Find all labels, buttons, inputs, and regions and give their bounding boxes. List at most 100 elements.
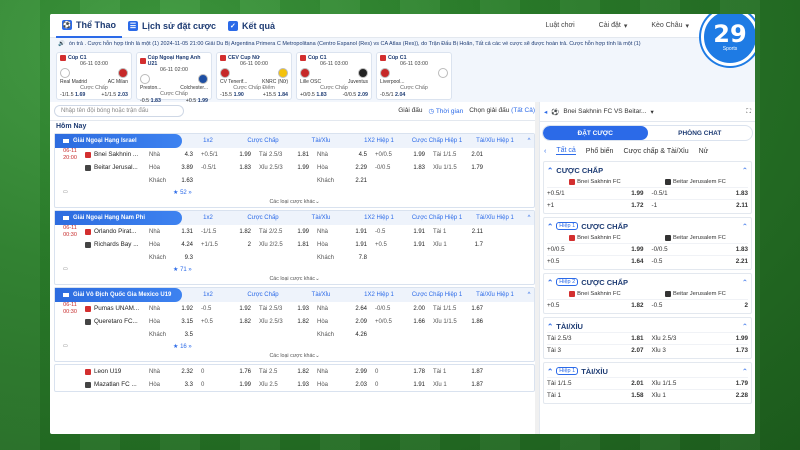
odds-away[interactable]: +1/1.5 2.03 bbox=[101, 92, 128, 98]
market-title[interactable]: ⌃ Hiệp 1 CƯỢC CHẤP ⌃ bbox=[547, 221, 748, 231]
odds-away[interactable]: +0.5 1.99 bbox=[185, 98, 208, 102]
odds-home[interactable]: -0.5 1.83 bbox=[140, 98, 161, 102]
odds-cell[interactable]: Tài 2.5/3 1.93 bbox=[259, 305, 309, 312]
nav-tab-results[interactable]: ✓ Kết quả bbox=[222, 14, 281, 38]
chevron-left-icon[interactable]: ‹ bbox=[544, 147, 547, 155]
odds-home[interactable]: -0.5/1 2.04 bbox=[380, 92, 406, 98]
market-title[interactable]: ⌃ Hiệp 2 CƯỢC CHẤP ⌃ bbox=[547, 277, 748, 287]
scrollbar[interactable] bbox=[535, 102, 539, 434]
odds-cell[interactable]: Xỉu 2.5 1.93 bbox=[259, 381, 309, 388]
odds-home[interactable]: Tài 1 1.58 bbox=[547, 392, 644, 399]
featured-match-card[interactable]: Cúp C1 06-11 03:00 Liverpool... Cược Chấ… bbox=[376, 52, 452, 100]
odds-away[interactable]: Xỉu 1/1.5 1.79 bbox=[651, 380, 748, 387]
odds-cell[interactable]: +0.5 1.82 bbox=[201, 318, 251, 325]
odds-cell[interactable]: Hòa 2.09 bbox=[317, 318, 367, 325]
featured-match-card[interactable]: Cúp C1 06-11 03:00 Real Madrid AC Milan C… bbox=[56, 52, 132, 100]
odds-home[interactable]: +0.5 1.82 bbox=[547, 302, 644, 309]
odds-cell[interactable]: -0.5/1 1.83 bbox=[201, 164, 251, 171]
nav-tab-sports[interactable]: ⚽ Thể Thao bbox=[56, 14, 122, 38]
odds-cell[interactable]: Tài 1/1.5 2.01 bbox=[433, 151, 483, 158]
settings-menu[interactable]: Cài đặt ▾ bbox=[598, 22, 628, 30]
odds-cell[interactable]: +0.5/1 1.99 bbox=[201, 151, 251, 158]
odds-cell[interactable]: Nhà 1.91 bbox=[317, 228, 367, 235]
odds-away[interactable]: Xỉu 1 2.28 bbox=[651, 392, 748, 399]
odds-cell[interactable]: Nhà 4.3 bbox=[149, 151, 193, 158]
odds-cell[interactable]: Tài 2.5/3 1.81 bbox=[259, 151, 309, 158]
odds-cell[interactable]: Xỉu 1 1.87 bbox=[433, 381, 483, 388]
favorite-star-icon[interactable]: ★ bbox=[173, 343, 179, 350]
odds-home[interactable]: -15.5 1.90 bbox=[220, 92, 244, 98]
more-bets-link[interactable]: Các loại cược khác ⌄ bbox=[269, 199, 320, 205]
market-title[interactable]: ⌃ CƯỢC CHẤP ⌃ bbox=[547, 165, 748, 175]
filter-league[interactable]: Giải đấu bbox=[398, 107, 423, 114]
subtab-popular[interactable]: Phổ biến bbox=[585, 147, 614, 155]
odds-home[interactable]: +1 1.72 bbox=[547, 202, 644, 209]
subtab-handicap-ou[interactable]: Cược chấp & Tài/Xỉu bbox=[623, 147, 689, 155]
odds-cell[interactable]: Xỉu 2.5/3 1.99 bbox=[259, 164, 309, 171]
odds-cell[interactable]: Tài 2/2.5 1.99 bbox=[259, 228, 309, 235]
collapse-icon[interactable]: ^ bbox=[527, 138, 531, 144]
filter-pick-league[interactable]: Chọn giải đấu (Tất Cả) bbox=[469, 107, 535, 114]
odds-away[interactable]: +15.5 1.84 bbox=[262, 92, 288, 98]
odds-cell[interactable]: +0/0.5 1.66 bbox=[375, 318, 425, 325]
odds-cell[interactable]: Xỉu 2.5/3 1.82 bbox=[259, 318, 309, 325]
filter-time[interactable]: ◷ Thời gian bbox=[428, 108, 464, 115]
odds-cell[interactable]: Tài 1 1.87 bbox=[433, 368, 483, 375]
odds-away[interactable]: Xỉu 3 1.73 bbox=[651, 347, 748, 354]
odds-cell[interactable]: 0 1.99 bbox=[201, 381, 251, 388]
odds-cell[interactable]: Nhà 1.31 bbox=[149, 228, 193, 235]
odds-home[interactable]: Tài 3 2.07 bbox=[547, 347, 644, 354]
featured-match-card[interactable]: Cúp Ngoại Hạng Anh U21 06-11 02:00 Prest… bbox=[136, 52, 212, 102]
more-bets-link[interactable]: Các loại cược khác ⌄ bbox=[269, 276, 320, 282]
odds-cell[interactable]: Nhà 2.99 bbox=[317, 368, 367, 375]
odds-cell[interactable]: Hòa 3.15 bbox=[149, 318, 193, 325]
odds-away[interactable]: -0.5/1 1.83 bbox=[651, 190, 748, 197]
tab-chat-room[interactable]: PHÒNG CHAT bbox=[678, 129, 722, 137]
odds-away[interactable]: -0/0.5 1.83 bbox=[651, 246, 748, 253]
odds-cell[interactable]: Khách 2.21 bbox=[317, 177, 367, 184]
odds-cell[interactable]: -0.5 1.92 bbox=[201, 305, 251, 312]
odds-away[interactable]: -0/0.5 2.09 bbox=[342, 92, 368, 98]
odds-cell[interactable]: 0 1.78 bbox=[375, 368, 425, 375]
subtab-half[interactable]: Nử bbox=[698, 147, 709, 155]
market-title[interactable]: ⌃ TÀI/XỈU ⌃ bbox=[547, 321, 748, 331]
odds-cell[interactable]: Tài 1/1.5 1.67 bbox=[433, 305, 483, 312]
featured-match-card[interactable]: CEV Cup Nữ 06-11 00:00 CV Tenerif... KNRC… bbox=[216, 52, 292, 100]
match-selector[interactable]: ⚽ Bnei Sakhnin FC VS Beitar... ▾ bbox=[551, 108, 654, 116]
odds-cell[interactable]: Xỉu 1 1.7 bbox=[433, 241, 483, 248]
odds-cell[interactable]: Khách 7.8 bbox=[317, 254, 367, 261]
odds-cell[interactable]: Tài 1 2.11 bbox=[433, 228, 483, 235]
odds-cell[interactable]: Hòa 4.24 bbox=[149, 241, 193, 248]
odds-cell[interactable]: +0.5 1.91 bbox=[375, 241, 425, 248]
market-title[interactable]: ⌃ Hiệp 1 TÀI/XỈU ⌃ bbox=[547, 366, 748, 376]
collapse-icon[interactable]: ^ bbox=[527, 215, 531, 221]
search-input[interactable]: Nhập tên đội bóng hoặc trận đấu bbox=[54, 105, 184, 117]
tab-place-bet[interactable]: ĐẶT CƯỢC bbox=[543, 126, 648, 140]
odds-cell[interactable]: Xỉu 2/2.5 1.81 bbox=[259, 241, 309, 248]
odds-cell[interactable]: Hòa 1.91 bbox=[317, 241, 367, 248]
odds-home[interactable]: Tài 1/1.5 2.01 bbox=[547, 380, 644, 387]
more-bets-link[interactable]: Các loại cược khác ⌄ bbox=[269, 353, 320, 359]
odds-cell[interactable]: Hòa 2.29 bbox=[317, 164, 367, 171]
odds-cell[interactable]: -1/1.5 1.82 bbox=[201, 228, 251, 235]
favorite-star-icon[interactable]: ★ bbox=[173, 266, 179, 273]
odds-cell[interactable]: 0 1.76 bbox=[201, 368, 251, 375]
odds-cell[interactable]: Khách 9.3 bbox=[149, 254, 193, 261]
odds-cell[interactable]: Nhà 1.92 bbox=[149, 305, 193, 312]
odds-cell[interactable]: 0 1.91 bbox=[375, 381, 425, 388]
fullscreen-icon[interactable]: ⛶ bbox=[746, 107, 751, 115]
league-header[interactable]: Giải Vô Địch Quốc Gia Mexico U19 bbox=[55, 288, 182, 302]
odds-cell[interactable]: Khách 3.5 bbox=[149, 331, 193, 338]
odds-home[interactable]: Tài 2.5/3 1.81 bbox=[547, 335, 644, 342]
collapse-icon[interactable]: ^ bbox=[527, 292, 531, 298]
odds-cell[interactable]: Xỉu 1/1.5 1.86 bbox=[433, 318, 483, 325]
odds-format-menu[interactable]: Kèo Châu ▾ bbox=[651, 22, 689, 30]
odds-away[interactable]: -1 2.11 bbox=[651, 202, 748, 209]
odds-cell[interactable]: Hòa 3.3 bbox=[149, 381, 193, 388]
odds-cell[interactable]: +0/0.5 1.99 bbox=[375, 151, 425, 158]
odds-away[interactable]: -0.5 2 bbox=[651, 302, 748, 309]
nav-tab-history[interactable]: ☰ Lịch sử đặt cược bbox=[128, 20, 216, 31]
rules-link[interactable]: Luật chơi bbox=[545, 22, 575, 29]
odds-cell[interactable]: Khách 1.63 bbox=[149, 177, 193, 184]
odds-cell[interactable]: -0/0.5 2.00 bbox=[375, 305, 425, 312]
